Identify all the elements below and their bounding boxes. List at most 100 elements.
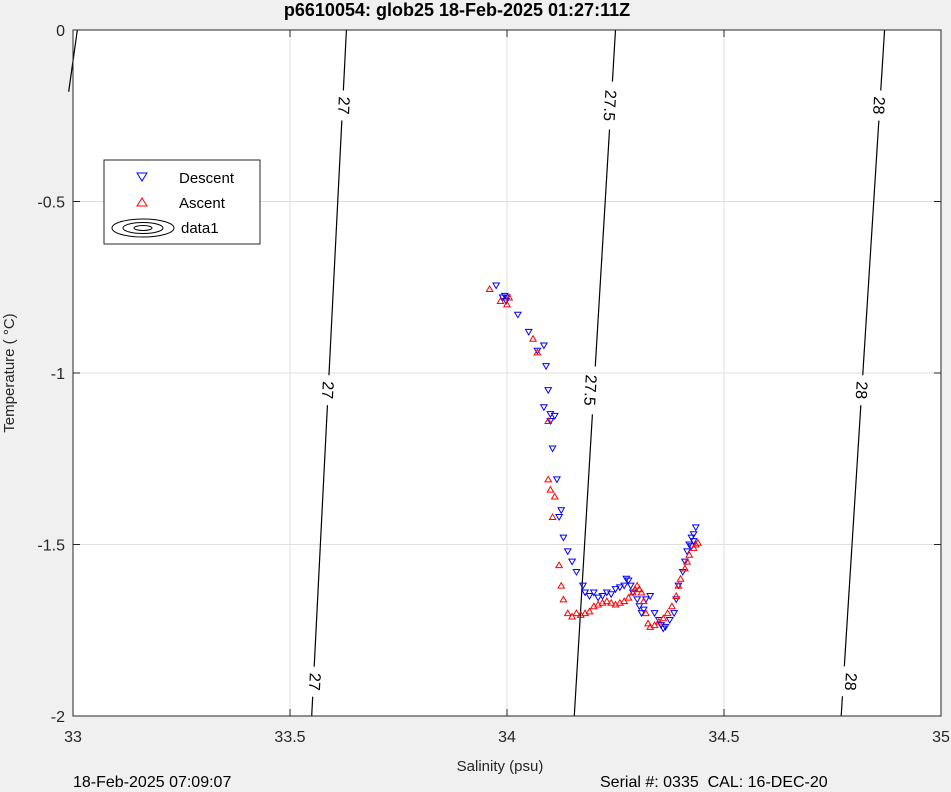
footer-timestamp: 18-Feb-2025 07:09:07 xyxy=(73,774,232,791)
descent-point xyxy=(524,328,533,336)
descent-point xyxy=(680,558,690,566)
ascent-point xyxy=(685,550,694,558)
legend-ascent-label: Ascent xyxy=(179,195,226,212)
descent-point xyxy=(624,577,633,585)
ascent-point xyxy=(683,557,692,565)
descent-point xyxy=(502,294,512,302)
ascent-point xyxy=(496,296,505,304)
contour-label: 27.5 xyxy=(580,374,599,406)
contour-line xyxy=(840,696,844,717)
ascent-point xyxy=(672,591,681,599)
ascent-point xyxy=(620,597,629,605)
descent-point xyxy=(539,342,548,350)
legend-data1-label: data1 xyxy=(181,220,219,237)
descent-point xyxy=(626,582,635,590)
ascent-point xyxy=(555,561,564,569)
contour-line xyxy=(342,29,348,91)
contour-line xyxy=(328,120,343,376)
contour-label: 27 xyxy=(305,672,323,691)
x-axis-label: Salinity (psu) xyxy=(457,758,544,775)
ascent-point xyxy=(637,588,646,596)
ascent-point xyxy=(572,609,581,617)
ascent-point xyxy=(485,284,494,292)
descent-point xyxy=(646,592,655,600)
x-tick-label: 34.5 xyxy=(708,729,739,746)
y-tick-label: -1.5 xyxy=(37,538,65,555)
contour-line xyxy=(611,29,617,82)
contour-line xyxy=(313,405,329,667)
ascent-point xyxy=(557,581,566,589)
ascent-point xyxy=(633,581,642,589)
y-axis-label: Temperature ( °C) xyxy=(1,313,18,432)
descent-point xyxy=(539,404,548,412)
descent-point xyxy=(622,575,631,583)
descent-point xyxy=(513,311,522,319)
ascent-point xyxy=(607,598,616,606)
descent-point xyxy=(635,603,644,611)
ascent-point xyxy=(689,543,698,551)
data-markers xyxy=(485,282,703,633)
descent-point xyxy=(633,596,642,604)
ascent-point xyxy=(654,617,663,625)
ascent-point xyxy=(628,588,637,596)
ascent-point xyxy=(563,609,572,617)
descent-point xyxy=(557,507,566,515)
contour-line xyxy=(880,29,886,91)
y-tick-label: 0 xyxy=(56,23,65,40)
contour-line xyxy=(843,405,862,667)
ascent-point xyxy=(544,417,553,425)
contour-label: 27 xyxy=(318,381,336,400)
descent-point xyxy=(607,591,616,599)
legend-contour-icon xyxy=(111,218,175,238)
y-tick-label: -2 xyxy=(51,709,65,726)
descent-point xyxy=(615,584,624,592)
footer-serial-cal: Serial #: 0335 CAL: 16-DEC-20 xyxy=(600,774,828,791)
descent-point xyxy=(683,548,692,556)
x-tick-label: 33 xyxy=(64,729,82,746)
y-tick-label: -0.5 xyxy=(37,195,65,212)
descent-point xyxy=(568,558,577,566)
ascent-point xyxy=(691,540,700,548)
ascent-point xyxy=(650,621,659,629)
descent-point xyxy=(661,623,670,631)
descent-point xyxy=(672,596,681,604)
y-tick-label: -1 xyxy=(51,366,65,383)
descent-point xyxy=(685,541,694,549)
legend-box xyxy=(103,159,261,245)
ascent-point xyxy=(693,538,703,546)
descent-point xyxy=(541,363,551,371)
ascent-point xyxy=(568,612,577,620)
legend-descent-marker xyxy=(136,172,148,182)
descent-point xyxy=(620,582,629,590)
ascent-point xyxy=(630,585,640,593)
ascent-point xyxy=(635,585,644,593)
descent-point xyxy=(639,606,648,614)
descent-point xyxy=(544,387,553,395)
density-contours: 27 27 27 27.5 27.5 28 28 28 xyxy=(68,29,887,717)
ascent-point xyxy=(533,348,542,356)
descent-point xyxy=(691,524,700,532)
descent-point xyxy=(563,548,572,556)
descent-point xyxy=(550,412,559,420)
descent-point xyxy=(594,594,603,602)
ascent-point xyxy=(680,564,690,572)
ascent-point xyxy=(639,597,648,605)
descent-point xyxy=(650,610,659,618)
descent-point xyxy=(581,589,590,597)
contour-label: 28 xyxy=(852,381,870,400)
descent-point xyxy=(670,610,679,618)
contour-label: 27.5 xyxy=(600,89,619,121)
contour-line xyxy=(862,120,880,376)
legend: Descent Ascent data1 xyxy=(103,159,261,245)
ascent-point xyxy=(663,609,672,617)
descent-point xyxy=(533,347,542,355)
descent-point xyxy=(548,445,557,453)
descent-point xyxy=(492,282,501,290)
x-tick-label: 33.5 xyxy=(274,729,305,746)
ascent-point xyxy=(585,607,594,615)
ascent-point xyxy=(659,614,668,622)
descent-point xyxy=(500,292,509,300)
ascent-point xyxy=(544,475,553,483)
legend-descent-label: Descent xyxy=(179,170,235,187)
